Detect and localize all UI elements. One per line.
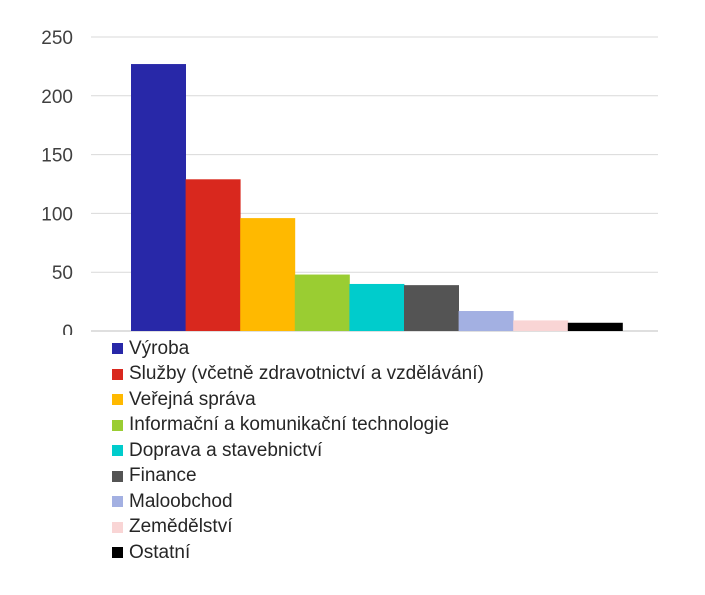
legend: Výroba Služby (včetně zdravotnictví a vzd… [112, 336, 484, 566]
legend-swatch [112, 394, 123, 406]
legend-swatch [112, 496, 123, 508]
legend-swatch [112, 445, 123, 457]
y-tick-label: 100 [41, 204, 73, 225]
legend-label: Služby (včetně zdravotnictví a vzděláván… [129, 363, 484, 385]
legend-item: Služby (včetně zdravotnictví a vzděláván… [112, 362, 484, 388]
legend-item: Maloobchod [112, 489, 484, 515]
legend-swatch [112, 419, 123, 431]
y-tick-label: 250 [41, 28, 73, 49]
legend-label: Informační a komunikační technologie [129, 414, 450, 436]
legend-label: Ostatní [129, 541, 191, 563]
plot-area: 0 50 100 150 200 250 [41, 28, 658, 335]
bar [131, 64, 186, 331]
legend-item: Informační a komunikační technologie [112, 413, 484, 439]
legend-swatch [112, 368, 123, 380]
bar [567, 322, 623, 331]
bar [349, 283, 405, 331]
bar [294, 274, 350, 331]
bars [131, 64, 623, 331]
bar [185, 179, 241, 331]
y-tick-label: 0 [62, 322, 73, 335]
legend-label: Zemědělství [129, 516, 233, 538]
legend-label: Finance [129, 465, 197, 487]
legend-item: Finance [112, 464, 484, 490]
legend-label: Maloobchod [129, 490, 233, 512]
y-tick-label: 200 [41, 87, 73, 108]
bar [240, 218, 296, 331]
y-tick-label: 150 [41, 146, 73, 167]
legend-label: Výroba [129, 337, 190, 359]
legend-swatch [112, 343, 123, 355]
legend-item: Zemědělství [112, 515, 484, 541]
legend-swatch [112, 547, 123, 559]
legend-item: Výroba [112, 336, 484, 362]
y-axis: 0 50 100 150 200 250 [41, 28, 73, 335]
legend-item: Veřejná správa [112, 387, 484, 413]
bar [458, 311, 514, 331]
legend-label: Doprava a stavebnictví [129, 439, 323, 461]
legend-swatch [112, 521, 123, 533]
legend-item: Ostatní [112, 540, 484, 566]
legend-swatch [112, 470, 123, 482]
bar [404, 285, 459, 331]
y-tick-label: 50 [52, 263, 73, 284]
bar [513, 320, 569, 331]
legend-item: Doprava a stavebnictví [112, 438, 484, 464]
legend-label: Veřejná správa [129, 388, 256, 410]
